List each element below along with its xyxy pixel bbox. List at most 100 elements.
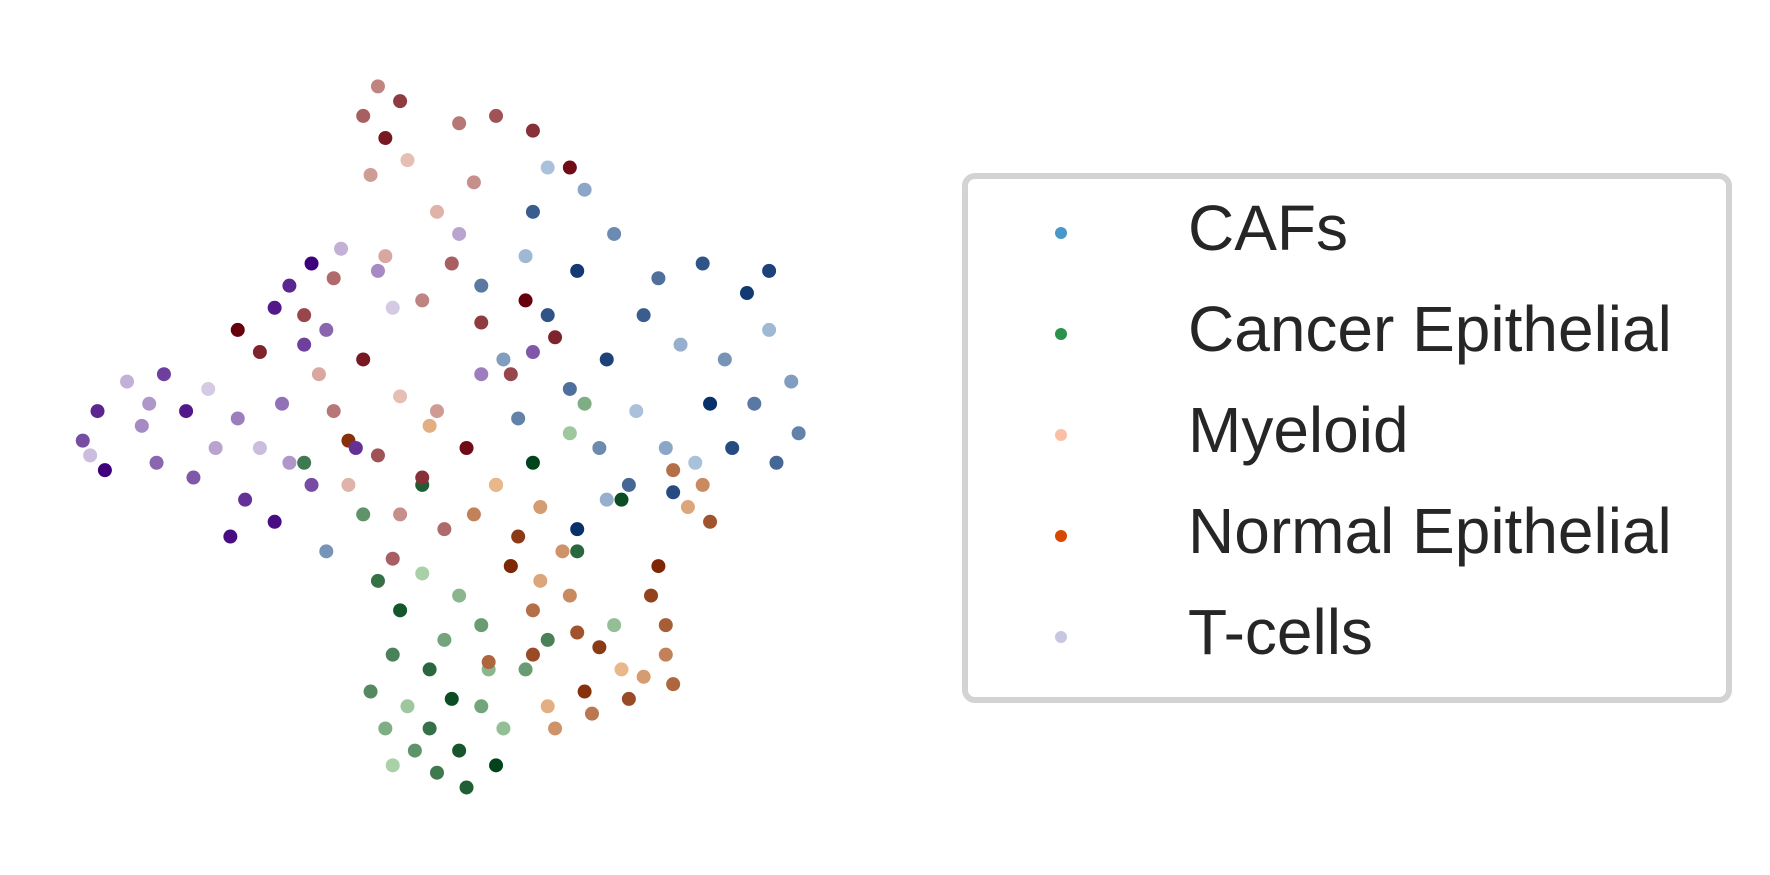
- point: [518, 293, 533, 308]
- point: [762, 322, 777, 337]
- point: [356, 352, 371, 367]
- point: [385, 758, 400, 773]
- point: [334, 241, 349, 256]
- point: [230, 322, 245, 337]
- point: [437, 522, 452, 537]
- point: [496, 352, 511, 367]
- point: [282, 455, 297, 470]
- point: [525, 123, 540, 138]
- point: [644, 588, 659, 603]
- point: [570, 263, 585, 278]
- point: [599, 352, 614, 367]
- point: [621, 477, 636, 492]
- point: [400, 153, 415, 168]
- point: [422, 418, 437, 433]
- legend-marker: [1055, 227, 1067, 239]
- point: [555, 544, 570, 559]
- legend-label: Cancer Epithelial: [1188, 293, 1672, 365]
- point: [238, 492, 253, 507]
- point: [90, 404, 105, 419]
- point: [725, 441, 740, 455]
- point: [120, 374, 135, 389]
- point: [592, 441, 607, 455]
- point: [452, 743, 467, 758]
- point: [459, 780, 474, 795]
- point: [489, 477, 504, 492]
- point: [83, 448, 98, 463]
- legend-box: [962, 173, 1732, 703]
- point: [267, 300, 282, 315]
- point: [562, 381, 577, 396]
- point: [304, 256, 319, 271]
- point: [466, 175, 481, 190]
- point: [311, 367, 326, 382]
- point: [370, 448, 385, 463]
- point: [511, 529, 526, 544]
- point: [452, 226, 467, 241]
- point: [577, 684, 592, 699]
- point: [651, 559, 666, 574]
- point: [791, 426, 806, 441]
- point: [356, 108, 371, 123]
- legend-marker: [1055, 530, 1067, 542]
- point: [415, 293, 430, 308]
- point: [474, 699, 489, 714]
- point: [503, 559, 518, 574]
- point: [577, 396, 592, 411]
- point: [385, 647, 400, 662]
- point: [489, 108, 504, 123]
- point: [592, 640, 607, 655]
- point: [378, 249, 393, 264]
- legend-label: CAFs: [1188, 192, 1348, 264]
- legend-label: Myeloid: [1188, 394, 1409, 466]
- point: [208, 441, 223, 455]
- point: [444, 691, 459, 706]
- point: [267, 514, 282, 529]
- point: [319, 322, 334, 337]
- point: [525, 647, 540, 662]
- point: [356, 507, 371, 522]
- point: [452, 116, 467, 131]
- point: [703, 514, 718, 529]
- point: [363, 684, 378, 699]
- point: [223, 529, 238, 544]
- point: [747, 396, 762, 411]
- point: [422, 721, 437, 736]
- legend: CAFs Cancer Epithelial Myeloid Normal Epith…: [1055, 192, 1672, 668]
- point: [717, 352, 732, 367]
- point: [658, 441, 673, 455]
- point: [695, 256, 710, 271]
- point: [496, 721, 511, 736]
- point: [570, 522, 585, 537]
- point: [474, 315, 489, 330]
- point: [319, 544, 334, 559]
- point: [149, 455, 164, 470]
- point: [466, 507, 481, 522]
- point: [503, 367, 518, 382]
- point: [415, 470, 430, 485]
- point: [252, 441, 267, 455]
- point: [548, 721, 563, 736]
- point: [304, 477, 319, 492]
- point: [363, 167, 378, 182]
- point: [533, 500, 548, 515]
- point: [348, 441, 363, 455]
- points: [75, 79, 806, 795]
- point: [97, 463, 112, 478]
- point: [636, 669, 651, 684]
- point: [540, 632, 555, 647]
- point: [407, 743, 422, 758]
- point: [370, 263, 385, 278]
- point: [430, 204, 444, 219]
- point: [378, 721, 393, 736]
- point: [378, 131, 393, 146]
- point: [518, 249, 533, 264]
- point: [511, 411, 526, 426]
- point: [385, 300, 400, 315]
- point: [769, 455, 784, 470]
- point: [444, 256, 459, 271]
- point: [562, 588, 577, 603]
- point: [326, 404, 341, 419]
- point: [651, 271, 666, 286]
